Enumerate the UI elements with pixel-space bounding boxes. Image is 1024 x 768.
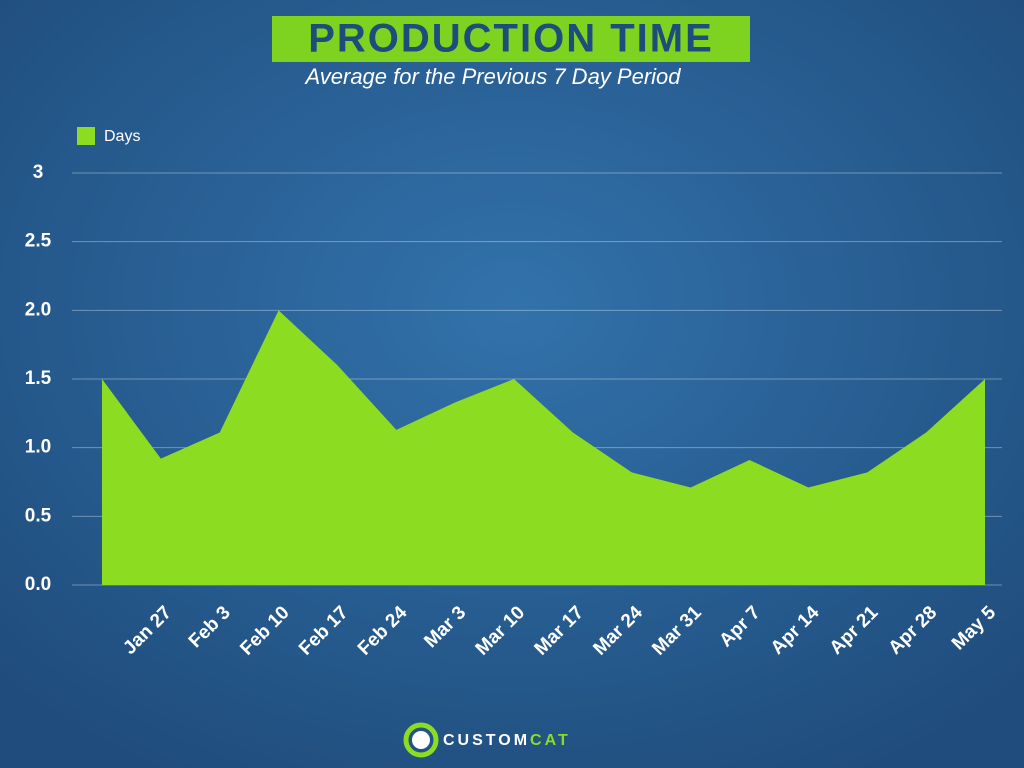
y-tick-label: 1.0 bbox=[25, 437, 51, 458]
y-tick-label: 0.0 bbox=[25, 574, 51, 595]
y-tick-label: 2.5 bbox=[25, 231, 52, 252]
brand-part: CUSTOM bbox=[443, 732, 530, 749]
legend-swatch bbox=[77, 127, 95, 145]
y-tick-label: 3 bbox=[33, 162, 44, 183]
logo bbox=[403, 722, 439, 758]
y-tick-label: 2.0 bbox=[25, 299, 51, 320]
y-tick-label: 0.5 bbox=[25, 505, 52, 526]
logo-face bbox=[412, 731, 430, 749]
area bbox=[102, 310, 985, 585]
logo-ring bbox=[403, 722, 439, 758]
chart-subtitle: Average for the Previous 7 Day Period bbox=[303, 64, 681, 89]
y-tick-label: 1.5 bbox=[25, 368, 52, 389]
brand-text: CUSTOMCAT bbox=[443, 732, 571, 749]
legend-label: Days bbox=[104, 128, 140, 145]
chart-title: PRODUCTION TIME bbox=[308, 17, 714, 61]
title-highlight bbox=[272, 16, 750, 62]
brand-part: CAT bbox=[530, 732, 571, 749]
